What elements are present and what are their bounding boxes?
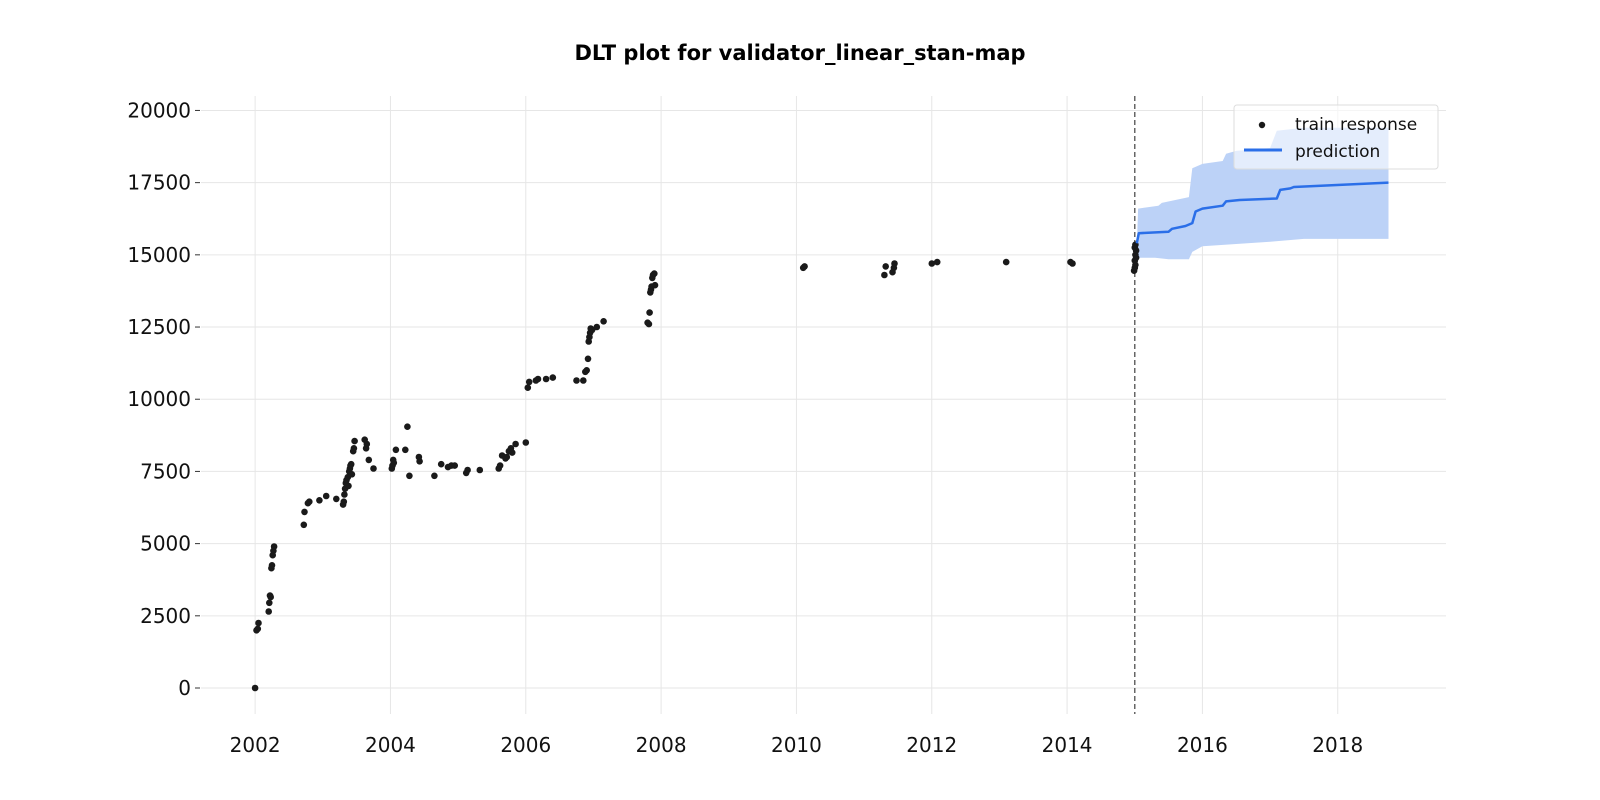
x-tick-label: 2010 <box>771 733 822 757</box>
train-response-point <box>651 270 658 277</box>
train-response-point <box>333 495 340 503</box>
train-response-point <box>584 355 592 363</box>
train-response-point <box>882 263 889 270</box>
train-response-point <box>496 462 504 469</box>
train-response-point <box>549 374 557 381</box>
legend: train response prediction <box>1233 104 1439 170</box>
train-response-point <box>301 508 308 516</box>
grid <box>201 96 1446 714</box>
train-response-point <box>933 258 941 266</box>
train-response-point <box>254 625 262 633</box>
train-response-point <box>350 445 358 452</box>
train-response-point <box>322 492 330 500</box>
train-response-point <box>345 482 352 490</box>
train-response-point <box>508 449 516 456</box>
x-tick-label: 2018 <box>1312 733 1363 757</box>
train-response-point <box>300 521 308 529</box>
train-response-point <box>891 260 898 267</box>
y-tick-label: 20000 <box>127 98 191 122</box>
y-tick-label: 2500 <box>140 604 191 628</box>
train-response-point <box>583 367 590 374</box>
train-response-point <box>451 462 459 469</box>
train-response-point <box>390 459 398 467</box>
train-response-point <box>416 458 423 465</box>
x-tick-label: 2004 <box>365 733 416 757</box>
train-response-point <box>525 378 533 386</box>
x-tick-label: 2014 <box>1042 733 1093 757</box>
train-response-point <box>580 377 587 384</box>
train-response-point <box>651 281 659 289</box>
train-response-point <box>573 377 580 384</box>
train-response-point <box>340 498 348 506</box>
train-response-point <box>404 423 411 431</box>
train-response-point <box>392 446 400 454</box>
train-response-point <box>431 472 438 480</box>
train-response-point <box>270 543 278 550</box>
legend-label-train-response: train response <box>1295 115 1417 135</box>
train-response-point <box>406 472 413 480</box>
prediction-line <box>1135 181 1389 244</box>
train-response-point <box>1069 260 1076 267</box>
x-tick-label: 2012 <box>906 733 957 757</box>
train-response-point <box>265 608 273 615</box>
train-response-point <box>363 440 371 448</box>
train-response-point <box>534 375 542 383</box>
train-response-point <box>402 446 409 454</box>
x-tick-label: 2002 <box>230 733 281 757</box>
train-response-point <box>341 491 348 498</box>
legend-box <box>1233 104 1439 170</box>
legend-label-prediction: prediction <box>1295 142 1380 162</box>
train-response-point <box>881 271 888 279</box>
train-response-point <box>316 497 323 504</box>
train-response-point <box>524 384 532 392</box>
train-response-point <box>306 498 313 506</box>
train-response-point <box>266 599 273 607</box>
train-response-point <box>801 263 808 270</box>
train-response-point <box>593 323 601 331</box>
y-tick-label: 15000 <box>127 243 191 267</box>
chart-title: DLT plot for validator_linear_stan-map <box>574 41 1025 65</box>
y-tick-label: 5000 <box>140 532 191 556</box>
train-response-point <box>251 684 259 692</box>
train-response-point <box>464 466 471 474</box>
train-response-point <box>928 260 936 267</box>
x-tick-label: 2016 <box>1177 733 1228 757</box>
train-response-points <box>251 241 1140 692</box>
train-response-point <box>437 460 445 468</box>
axes: 2002 2004 2006 2008 2010 2012 2014 2016 2018 0 250… <box>127 98 1363 757</box>
y-tick-label: 10000 <box>127 387 191 411</box>
train-response-point <box>267 593 275 601</box>
train-response-point <box>503 453 511 461</box>
train-response-point <box>476 466 484 474</box>
legend-marker-train-response <box>1258 121 1266 129</box>
train-response-point <box>645 320 653 328</box>
train-response-point <box>512 440 519 448</box>
train-response-point <box>351 437 358 445</box>
train-response-point <box>600 318 607 325</box>
prediction-line-layer <box>1135 181 1389 244</box>
y-tick-label: 0 <box>178 676 191 700</box>
train-response-point <box>646 309 653 316</box>
y-tick-label: 17500 <box>127 171 191 195</box>
x-tick-label: 2006 <box>500 733 551 757</box>
train-response-point <box>268 562 276 569</box>
train-response-point <box>522 439 530 446</box>
train-response-point <box>370 465 377 472</box>
train-response-point <box>348 471 356 478</box>
train-response-point <box>255 619 262 627</box>
train-response-point <box>1002 258 1010 266</box>
train-response-point <box>347 460 355 468</box>
x-tick-label: 2008 <box>636 733 687 757</box>
y-tick-label: 7500 <box>140 459 191 483</box>
y-tick-label: 12500 <box>127 315 191 339</box>
train-response-point <box>542 375 550 383</box>
train-response-point <box>365 456 373 464</box>
